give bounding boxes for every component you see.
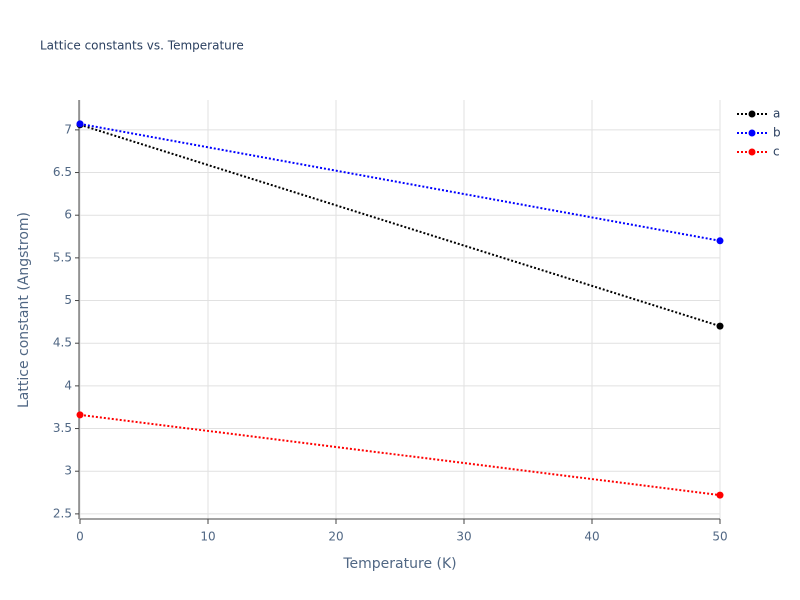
series-line: [79, 122, 721, 242]
point: [716, 491, 724, 499]
y-tick-label: 5.5: [53, 250, 72, 264]
y-tick-label: 4.5: [53, 336, 72, 350]
point: [76, 411, 84, 419]
legend-label[interactable]: b: [773, 126, 781, 140]
y-tick-label: 5: [64, 293, 72, 307]
point: [716, 322, 724, 330]
legend-marker: [748, 129, 756, 137]
y-tick-label: 2.5: [53, 506, 72, 520]
legend-label[interactable]: a: [773, 107, 780, 121]
x-tick-label: 0: [76, 530, 84, 544]
legend-marker: [748, 110, 756, 118]
x-tick-label: 20: [328, 530, 343, 544]
x-tick-label: 40: [584, 530, 599, 544]
y-axis-title: Lattice constant (Angstrom): [16, 212, 32, 408]
y-tick-label: 6: [64, 208, 72, 222]
series-line: [79, 413, 721, 497]
x-tick-label: 30: [456, 530, 471, 544]
chart-title: Lattice constants vs. Temperature: [40, 39, 244, 53]
point: [716, 237, 724, 245]
point: [76, 120, 84, 128]
x-axis-title: Temperature (K): [342, 556, 456, 572]
y-tick-label: 3.5: [53, 421, 72, 435]
legend-label[interactable]: c: [773, 145, 780, 159]
y-tick-label: 6.5: [53, 165, 72, 179]
legend-marker: [748, 148, 756, 156]
y-tick-label: 4: [64, 378, 72, 392]
y-tick-label: 3: [64, 464, 72, 478]
x-tick-label: 50: [712, 530, 727, 544]
x-tick-label: 10: [200, 530, 215, 544]
y-tick-label: 7: [64, 122, 72, 136]
